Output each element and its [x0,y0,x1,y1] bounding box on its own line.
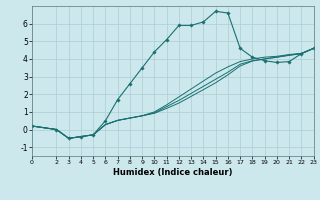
X-axis label: Humidex (Indice chaleur): Humidex (Indice chaleur) [113,168,233,177]
